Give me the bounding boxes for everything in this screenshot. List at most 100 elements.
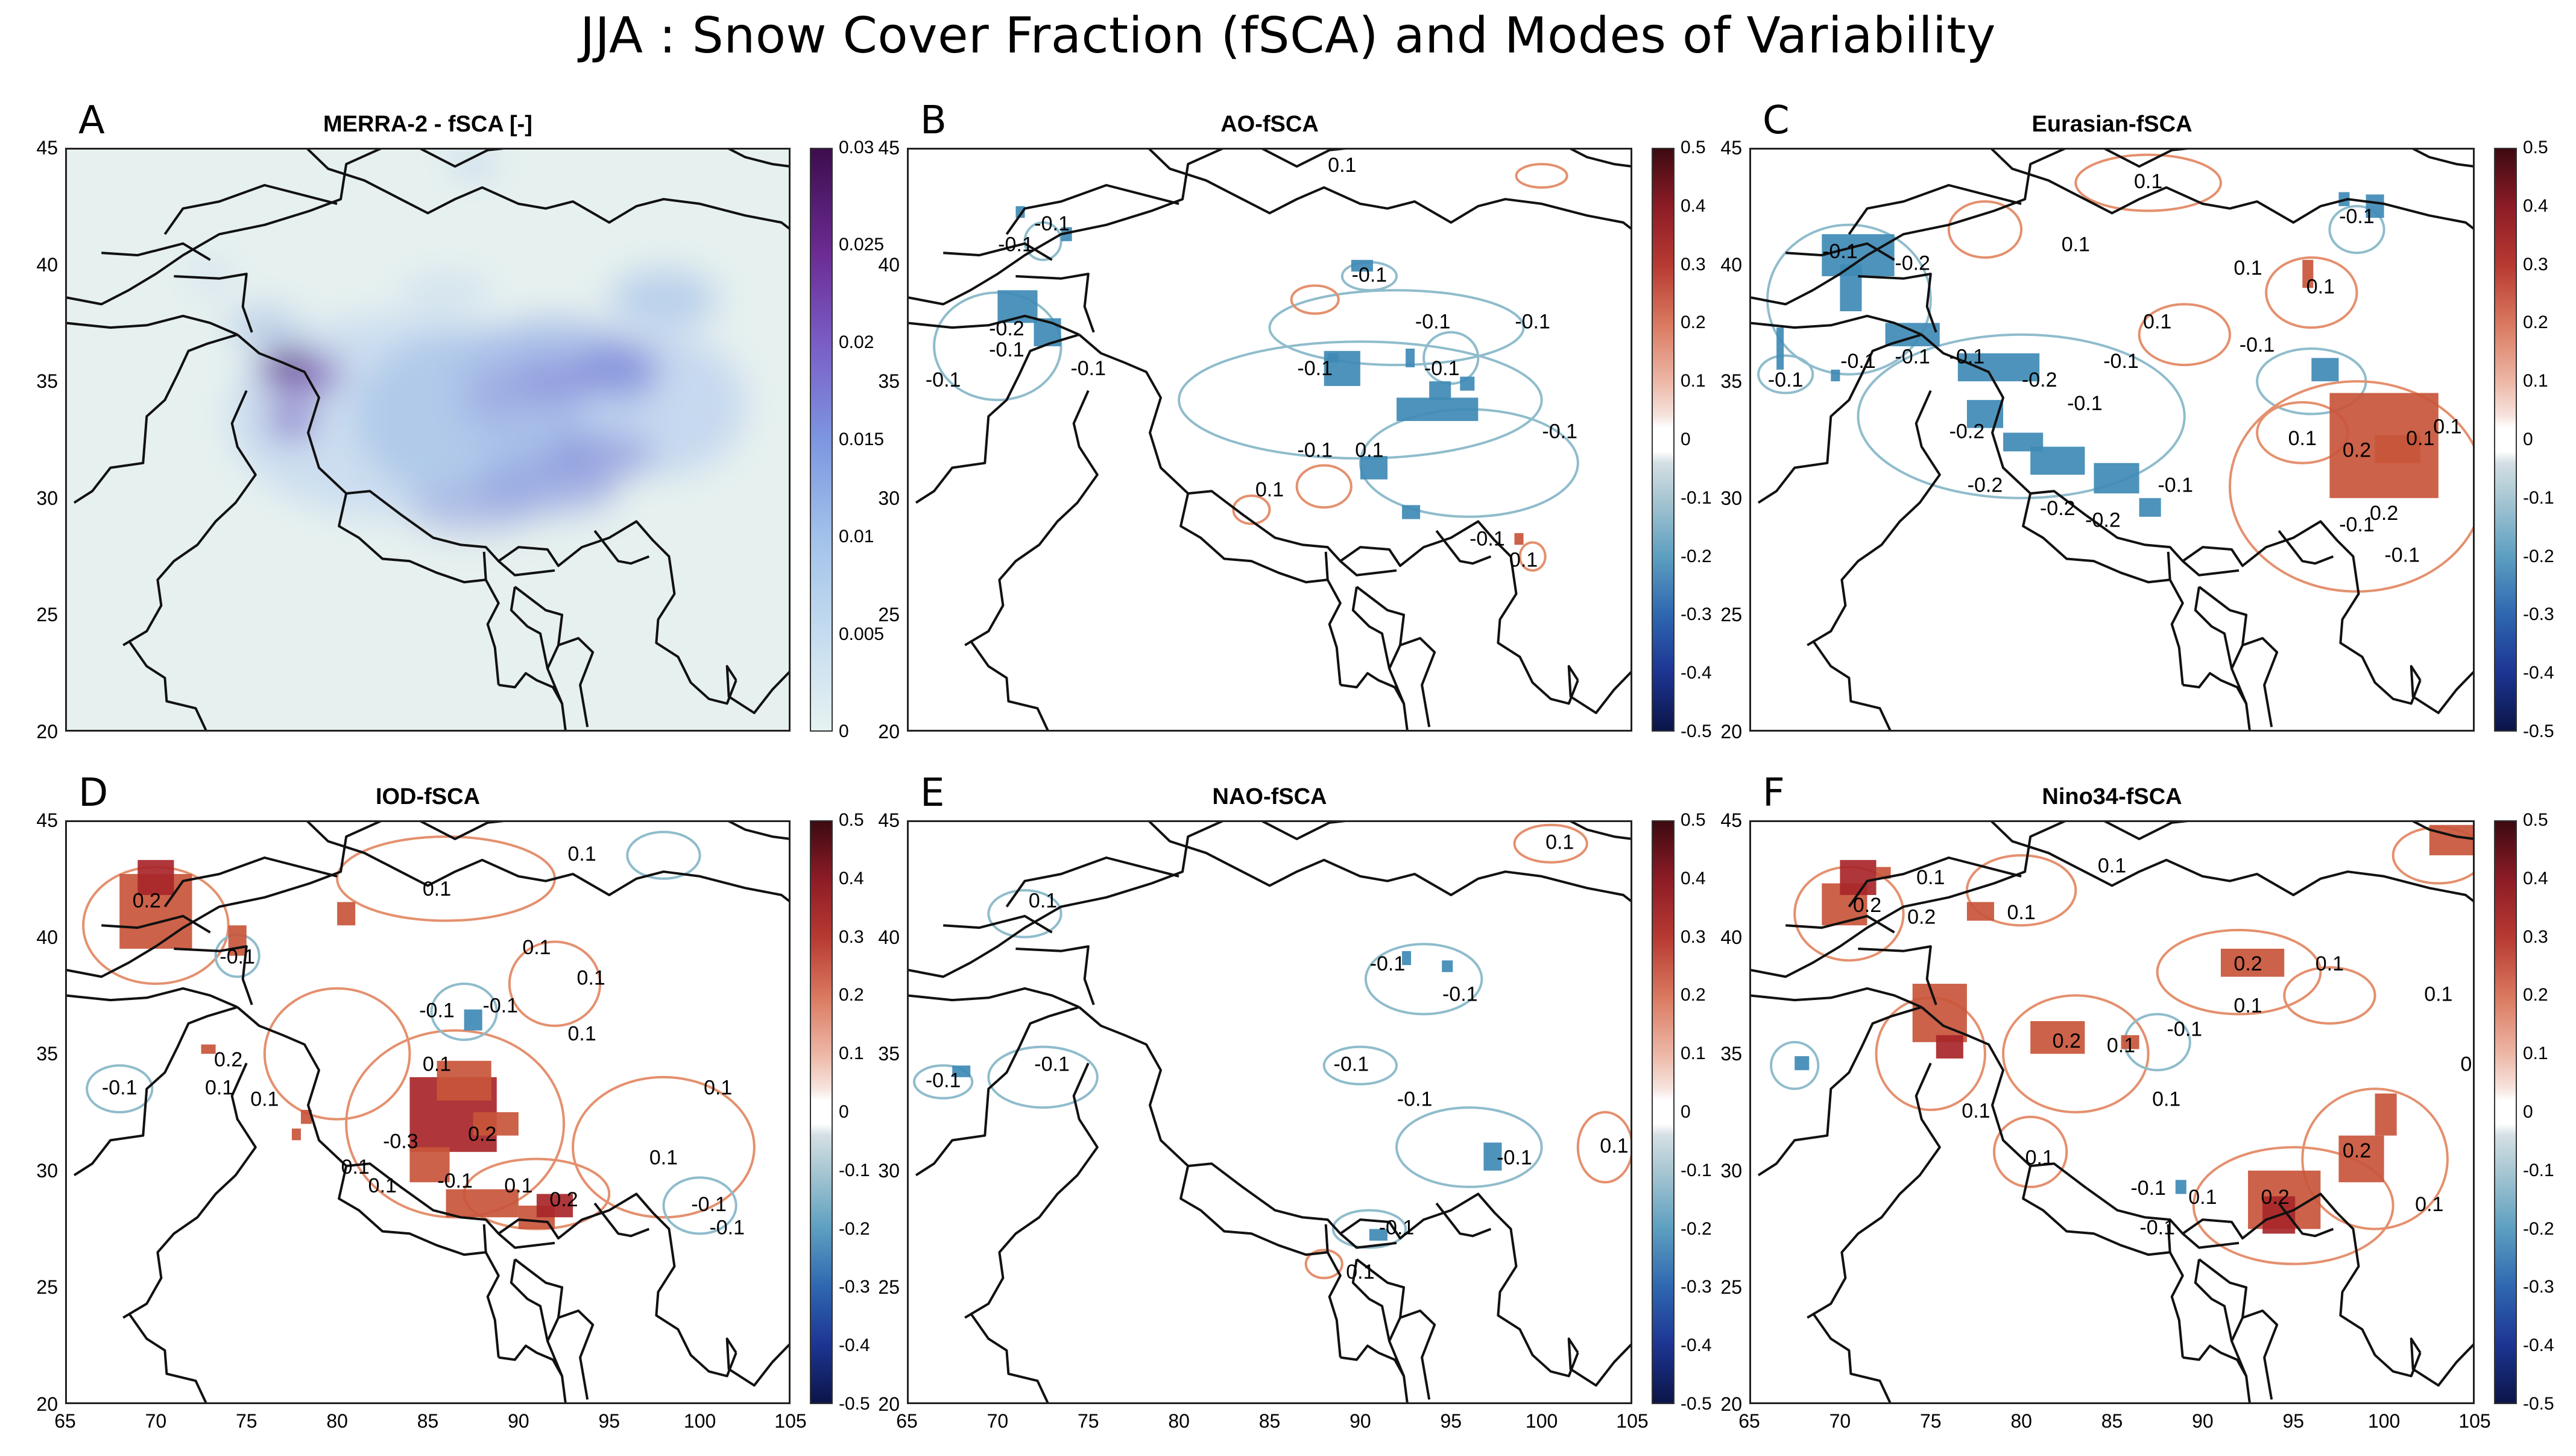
positive-contour [2156, 928, 2322, 1016]
positive-correlation-cell [337, 902, 356, 926]
border-line [2198, 1258, 2248, 1377]
colorbar-tick-label: -0.4 [2523, 663, 2554, 683]
contour-label: 0.1 [2143, 310, 2171, 333]
negative-correlation-cell [1402, 505, 1421, 519]
lon-tick-label: 75 [1077, 1410, 1099, 1432]
figure-title: JJA : Snow Cover Fraction (fSCA) and Mod… [580, 7, 1996, 65]
border-line [122, 1062, 257, 1319]
negative-correlation-cell [2030, 446, 2085, 475]
negative-correlation-cell [952, 1065, 971, 1077]
fsca-blob [264, 348, 309, 377]
map-plot-area: 0.1 0.1 0.1 0.2 0.2 0.2 0.1 0.1 0.1 0.2 0.1 -0.1 0.1… [1749, 820, 2475, 1404]
border-line [1749, 820, 2068, 978]
border-line [1188, 490, 1579, 705]
colorbar-tick-label: -0.5 [1681, 1394, 1712, 1414]
contour-label: 0.1 [2306, 275, 2335, 298]
positive-correlation-cell [2375, 1094, 2397, 1136]
positive-contour [508, 940, 602, 1027]
positive-correlation-cell [2030, 1021, 2085, 1054]
positive-contour [1295, 464, 1353, 509]
colorbar-tick-label: -0.3 [2523, 604, 2554, 625]
colorbar-tick-label: 0.1 [839, 1043, 864, 1064]
contour-label: 0.2 [133, 890, 161, 913]
country-borders [65, 820, 791, 1404]
lon-tick-label: 65 [54, 1410, 76, 1432]
border-line [498, 1344, 567, 1404]
positive-contour [2229, 380, 2475, 593]
border-line [2410, 820, 2475, 840]
border-line [122, 390, 257, 647]
positive-correlation-cell [473, 1112, 519, 1136]
border-line [1340, 672, 1409, 732]
colorbar-tick-label: 0.01 [839, 527, 874, 547]
contour-label: -0.2 [1949, 420, 1985, 443]
negative-contour [1857, 333, 2186, 499]
positive-contour [1513, 823, 1588, 864]
colorbar-tick-label: 0.2 [2523, 985, 2548, 1005]
border-line [1015, 273, 1095, 333]
colorbar-tick-label: -0.2 [2523, 546, 2554, 566]
negative-contour [430, 983, 498, 1041]
contour-label: 0.1 [1916, 866, 1945, 889]
border-line [2242, 637, 2279, 727]
lon-tick-label: 70 [145, 1410, 167, 1432]
border-line [1568, 148, 1632, 168]
border-line [1921, 334, 2031, 495]
lat-tick-label: 45 [1720, 809, 1742, 831]
border-line [726, 148, 791, 168]
panel-letter: B [920, 98, 947, 143]
negative-contour [86, 1064, 154, 1113]
contour-labels: -0.1-0.20.1-0.10.10.10.10.1-0.1-0.1-0.1-… [1768, 170, 2462, 567]
lon-tick-label: 105 [2458, 1410, 2491, 1432]
lon-tick-label: 85 [2101, 1410, 2123, 1432]
lat-tick-label: 45 [878, 809, 900, 831]
border-line [1339, 1232, 1397, 1249]
colorbar-tick-label: -0.5 [2523, 721, 2554, 741]
negative-contour [1395, 1106, 1543, 1188]
colorbar [810, 820, 833, 1404]
lon-tick-label: 85 [417, 1410, 439, 1432]
colorbar-tick-label: -0.1 [1681, 1160, 1712, 1180]
negative-contour [1268, 289, 1525, 367]
contour-label: -0.1 [1822, 240, 1858, 263]
contour-label: -0.1 [1768, 369, 1804, 391]
contour-label: -0.1 [1352, 264, 1387, 286]
negative-correlation-cell [1483, 1142, 1502, 1171]
lat-tick-label: 30 [36, 487, 58, 509]
positive-correlation-cell [1514, 533, 1524, 545]
negative-correlation-cell [2366, 194, 2384, 218]
significant-cells [997, 206, 1524, 545]
contour-label: 0.2 [2053, 1030, 2081, 1052]
positive-contour [1947, 200, 2023, 259]
positive-correlation-cell [228, 925, 247, 956]
positive-correlation-cell [137, 859, 174, 895]
colorbar-tick-label: -0.2 [839, 1218, 870, 1239]
negative-correlation-cell [1795, 1056, 1810, 1071]
contour-label: -0.1 [1497, 1146, 1532, 1169]
lon-tick-label: 80 [1168, 1410, 1190, 1432]
border-line [1400, 637, 1436, 727]
colorbar-tick-label: 0.2 [1681, 312, 1706, 333]
negative-correlation-cell [1369, 1229, 1387, 1241]
contour-label: -0.1 [926, 369, 961, 391]
border-line [1757, 1005, 1922, 1177]
fsca-blob [266, 402, 318, 440]
colorbar-tick-label: 0 [839, 721, 849, 741]
contour-label: -0.1 [102, 1076, 137, 1099]
negative-correlation-cell [1831, 369, 1840, 382]
lon-tick-label: 95 [2282, 1410, 2305, 1432]
fsca-blob [188, 259, 232, 293]
colorbar-tick-label: -0.1 [2523, 487, 2554, 508]
border-line [1921, 1006, 2031, 1167]
border-line [338, 493, 487, 584]
border-line [1785, 242, 1895, 261]
panel-title: AO-fSCA [1220, 112, 1319, 137]
border-line [2410, 148, 2475, 168]
contour-label: -0.1 [709, 1217, 745, 1239]
contour-label: 0.1 [2062, 233, 2090, 256]
positive-contour [1290, 284, 1340, 315]
colorbar-tick-label: 0 [1681, 429, 1691, 449]
negative-correlation-cell [1360, 456, 1387, 480]
border-line [1848, 184, 2022, 235]
positive-correlation-cell [300, 1110, 312, 1124]
